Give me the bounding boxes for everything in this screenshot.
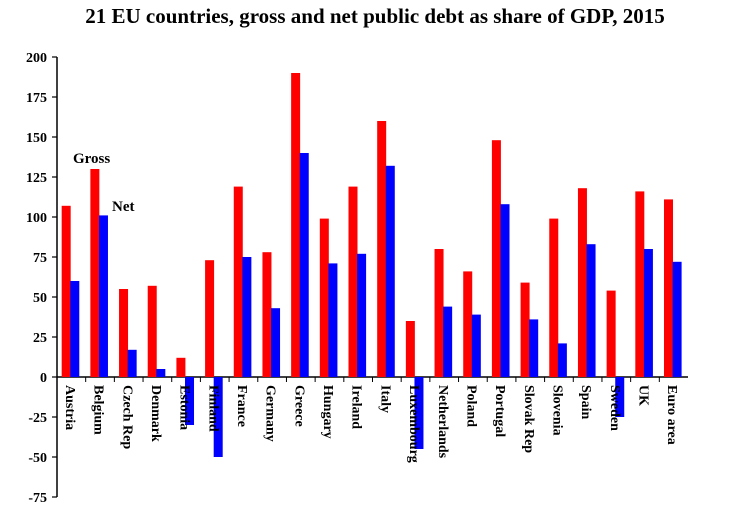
- gross-bar-uk: [635, 191, 645, 377]
- y-tick-label: 50: [33, 291, 47, 306]
- net-bar-czech-rep: [127, 349, 137, 377]
- category-label: Greece: [291, 385, 306, 427]
- gross-bar-ireland: [348, 186, 358, 377]
- gross-bar-france: [233, 186, 243, 377]
- category-label: Italy: [377, 385, 392, 413]
- gross-bar-belgium: [90, 169, 100, 377]
- category-label: Slovak Rep: [521, 385, 536, 453]
- net-bar-euro-area: [672, 261, 682, 377]
- legend-label-net: Net: [112, 199, 135, 215]
- category-label: Austria: [62, 385, 77, 430]
- gross-bar-euro-area: [663, 199, 673, 377]
- y-tick-label: -25: [28, 411, 47, 426]
- category-label: UK: [636, 385, 651, 406]
- net-bar-spain: [586, 244, 596, 377]
- net-bar-denmark: [156, 369, 166, 377]
- chart-labels: Austria Belgium Czech Rep Denmark Estonia Fin…: [62, 151, 679, 463]
- y-tick-label: 0: [40, 371, 47, 386]
- gross-bar-italy: [377, 121, 387, 377]
- net-bar-luxembourg: [414, 377, 424, 449]
- net-bar-ireland: [357, 253, 367, 377]
- y-tick-label: 200: [26, 51, 47, 66]
- gross-bar-greece: [291, 73, 301, 377]
- net-bar-italy: [385, 165, 395, 377]
- net-bar-uk: [643, 249, 653, 377]
- category-label: France: [234, 385, 249, 427]
- category-label: Ireland: [349, 385, 364, 429]
- net-bar-finland: [213, 377, 223, 457]
- category-label: Sweden: [607, 385, 622, 431]
- net-bar-slovak-rep: [529, 319, 539, 377]
- y-tick-label: 150: [26, 131, 47, 146]
- net-bar-hungary: [328, 263, 338, 377]
- net-bar-poland: [471, 314, 481, 377]
- gross-bar-finland: [205, 260, 215, 377]
- gross-bar-portugal: [491, 140, 501, 377]
- net-bar-greece: [299, 153, 309, 377]
- gross-bar-luxembourg: [405, 321, 415, 377]
- y-tick-label: 175: [26, 91, 47, 106]
- net-bar-netherlands: [443, 306, 453, 377]
- category-label: Germany: [263, 385, 278, 442]
- y-tick-label: 75: [33, 251, 47, 266]
- gross-bar-sweden: [606, 290, 616, 377]
- gross-bar-germany: [262, 252, 272, 377]
- category-label: Slovenia: [549, 385, 564, 436]
- category-label: Estonia: [177, 385, 192, 430]
- category-label: Poland: [463, 385, 478, 427]
- category-label: Belgium: [91, 385, 106, 435]
- chart-title: 21 EU countries, gross and net public de…: [85, 4, 665, 28]
- net-bar-germany: [271, 308, 281, 377]
- net-bar-france: [242, 257, 252, 377]
- gross-bar-spain: [577, 188, 587, 377]
- category-label: Czech Rep: [119, 385, 134, 449]
- gross-bar-hungary: [319, 218, 329, 377]
- net-bar-sweden: [615, 377, 625, 417]
- category-label: Netherlands: [435, 385, 450, 459]
- y-tick-label: -50: [28, 451, 47, 466]
- net-bar-portugal: [500, 204, 510, 377]
- y-tick-label: -75: [28, 491, 47, 506]
- net-bar-austria: [70, 281, 80, 377]
- gross-bar-estonia: [176, 357, 186, 377]
- gross-bar-slovenia: [549, 218, 559, 377]
- category-label: Luxembourg: [406, 385, 421, 463]
- category-label: Spain: [578, 385, 593, 419]
- gross-bar-poland: [463, 271, 473, 377]
- category-label: Finland: [205, 385, 220, 432]
- y-tick-label: 25: [33, 331, 47, 346]
- y-tick-label: 125: [26, 171, 47, 186]
- net-bar-belgium: [98, 215, 108, 377]
- category-label: Euro area: [664, 385, 679, 445]
- gross-bar-austria: [61, 205, 71, 377]
- net-bar-estonia: [185, 377, 195, 425]
- legend-label-gross: Gross: [73, 151, 110, 167]
- gross-bar-slovak-rep: [520, 282, 530, 377]
- category-label: Hungary: [320, 385, 335, 439]
- net-bar-slovenia: [557, 343, 567, 377]
- category-label: Portugal: [492, 385, 507, 437]
- gross-bar-netherlands: [434, 249, 444, 377]
- category-label: Denmark: [148, 385, 163, 442]
- gross-bar-denmark: [147, 285, 157, 377]
- y-tick-label: 100: [26, 211, 47, 226]
- gross-bar-czech-rep: [119, 289, 129, 377]
- chart-bars: [61, 73, 682, 457]
